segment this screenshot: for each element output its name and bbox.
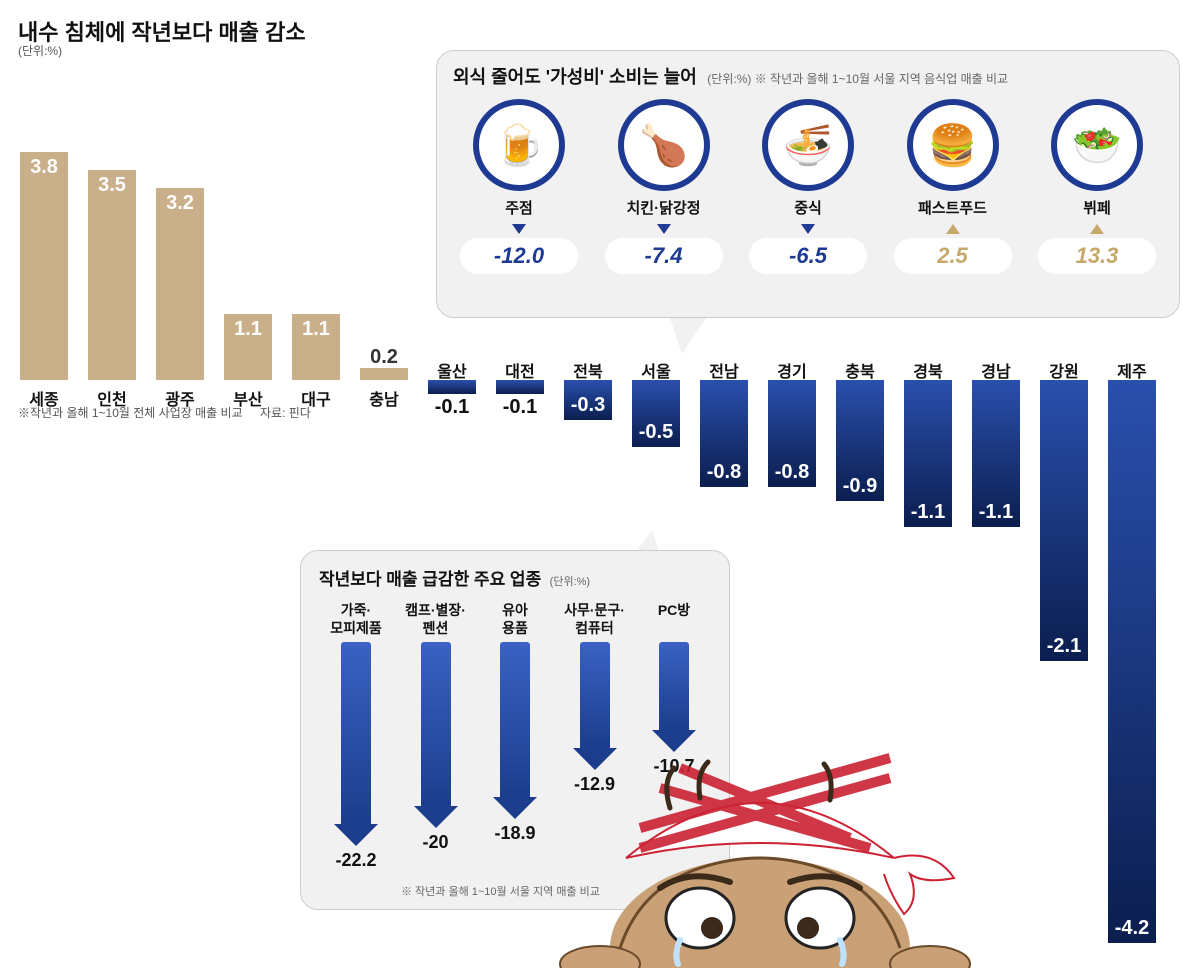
bar-category: 전북: [558, 358, 618, 382]
sector-item: 가죽·모피제품 -22.2: [319, 602, 393, 882]
down-arrow-icon: [512, 224, 526, 234]
bar-value: 1.1: [286, 318, 346, 341]
bar-value: -0.3: [558, 394, 618, 417]
sector-name: 유아용품: [478, 602, 552, 638]
bar-category: 서울: [626, 358, 686, 382]
food-row: 🍺 주점 -12.0 🍗 치킨·닭강정 -7.4 🍜 중식 -6.5 🍔 패스트푸드 2.5 🥗 뷔페 13…: [453, 99, 1163, 274]
bar-category: 제주: [1102, 358, 1162, 382]
bar-category: 전남: [694, 358, 754, 382]
food-icon: 🍔: [907, 99, 999, 191]
up-arrow-icon: [1090, 224, 1104, 234]
bar-category: 충북: [830, 358, 890, 382]
bar-value: -1.1: [966, 501, 1026, 524]
food-category-panel: 외식 줄어도 '가성비' 소비는 늘어 (단위:%) ※ 작년과 올해 1~10…: [436, 50, 1180, 318]
bar-category: 경남: [966, 358, 1026, 382]
bar-category: 경북: [898, 358, 958, 382]
bar-value: 1.1: [218, 318, 278, 341]
panel2-title-text: 작년보다 매출 급감한 주요 업종: [319, 570, 541, 589]
bar-value: -0.9: [830, 475, 890, 498]
bar-category: 경기: [762, 358, 822, 382]
food-value-pill: 13.3: [1038, 238, 1156, 274]
food-icon: 🥗: [1051, 99, 1143, 191]
bar-category: 대구: [286, 386, 346, 410]
bar-value: 3.8: [14, 156, 74, 179]
chart-unit: (단위:%): [18, 42, 62, 59]
bar-value: -1.1: [898, 501, 958, 524]
food-name: 뷔페: [1031, 197, 1163, 218]
food-item: 🍜 중식 -6.5: [742, 99, 874, 274]
bar-value: 0.2: [354, 346, 414, 369]
bar-value: 3.2: [150, 192, 210, 215]
bar-value: -0.5: [626, 421, 686, 444]
food-value-pill: 2.5: [894, 238, 1012, 274]
bar-category: 부산: [218, 386, 278, 410]
panel2-title-row: 작년보다 매출 급감한 주요 업종 (단위:%): [319, 565, 711, 590]
down-arrow-icon: [801, 224, 815, 234]
down-arrow-icon: [500, 642, 530, 819]
sector-value: -22.2: [319, 850, 393, 871]
panel1-title-text: 외식 줄어도 '가성비' 소비는 늘어: [453, 67, 697, 87]
up-arrow-icon: [946, 224, 960, 234]
bar-category: 울산: [422, 358, 482, 382]
food-value-pill: -7.4: [605, 238, 723, 274]
food-name: 치킨·닭강정: [598, 197, 730, 218]
down-arrow-icon: [421, 642, 451, 828]
sector-name: 사무·문구·컴퓨터: [558, 602, 632, 638]
panel-title: 외식 줄어도 '가성비' 소비는 늘어 (단위:%) ※ 작년과 올해 1~10…: [453, 63, 1163, 89]
food-icon: 🍜: [762, 99, 854, 191]
food-name: 패스트푸드: [887, 197, 1019, 218]
down-arrow-icon: [341, 642, 371, 846]
panel2-subtitle: (단위:%): [550, 576, 590, 588]
bar-category: 강원: [1034, 358, 1094, 382]
panel1-subtitle: (단위:%) ※ 작년과 올해 1~10월 서울 지역 음식업 매출 비교: [707, 72, 1008, 86]
bar-category: 광주: [150, 386, 210, 410]
bar-category: 세종: [14, 386, 74, 410]
sector-name: 가죽·모피제품: [319, 602, 393, 638]
food-name: 주점: [453, 197, 585, 218]
bar-category: 충남: [354, 386, 414, 410]
down-arrow-icon: [657, 224, 671, 234]
bar-value: -2.1: [1034, 635, 1094, 658]
food-item: 🥗 뷔페 13.3: [1031, 99, 1163, 274]
food-item: 🍺 주점 -12.0: [453, 99, 585, 274]
worried-shopkeeper-illustration: [540, 688, 980, 968]
bar-category: 인천: [82, 386, 142, 410]
sector-name: 캠프·별장·펜션: [399, 602, 473, 638]
food-icon: 🍗: [618, 99, 710, 191]
bar-value: -0.1: [490, 396, 550, 419]
sector-item: 캠프·별장·펜션 -20: [399, 602, 473, 882]
bar-category: 대전: [490, 358, 550, 382]
food-name: 중식: [742, 197, 874, 218]
bar-value: 3.5: [82, 174, 142, 197]
bar-value: -0.8: [694, 461, 754, 484]
bar-value: -0.8: [762, 461, 822, 484]
callout-tail: [670, 318, 706, 354]
food-item: 🍗 치킨·닭강정 -7.4: [598, 99, 730, 274]
sector-value: -20: [399, 832, 473, 853]
food-item: 🍔 패스트푸드 2.5: [887, 99, 1019, 274]
food-value-pill: -12.0: [460, 238, 578, 274]
bar-value: -4.2: [1102, 917, 1162, 940]
bar-value: -0.1: [422, 396, 482, 419]
sector-name: PC방: [637, 602, 711, 638]
food-icon: 🍺: [473, 99, 565, 191]
food-value-pill: -6.5: [749, 238, 867, 274]
